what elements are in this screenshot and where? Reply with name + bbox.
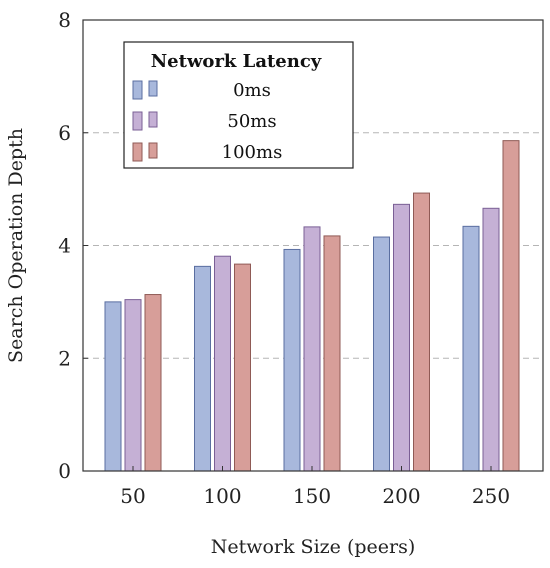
bar-0ms-200 (373, 236, 390, 472)
legend-box (123, 41, 354, 169)
bar-100ms-150 (323, 235, 341, 472)
legend-title: Network Latency (151, 51, 322, 72)
bar-50ms-100 (214, 255, 231, 472)
y-axis-label: Search Operation Depth (5, 128, 27, 363)
y-tick-label: 0 (58, 459, 71, 483)
legend-swatch-0ms (148, 80, 158, 97)
y-tick-label: 2 (58, 346, 71, 370)
bar-100ms-200 (413, 192, 430, 472)
x-tick-label: 150 (293, 484, 331, 508)
bar-50ms-200 (393, 203, 410, 472)
y-tick-label: 8 (58, 8, 71, 32)
bar-100ms-250 (502, 140, 520, 472)
x-tick-label: 250 (472, 484, 510, 508)
x-tick-label: 200 (382, 484, 420, 508)
y-tick-label: 6 (58, 121, 71, 145)
bar-0ms-50 (104, 301, 122, 472)
legend-swatch-0ms (132, 80, 143, 100)
bar-50ms-50 (124, 299, 142, 472)
x-ticks: 50 100 150 200 250 (120, 466, 510, 508)
legend-label-50ms: 50ms (227, 111, 276, 132)
legend-label-0ms: 0ms (233, 80, 271, 101)
legend: Network Latency 0ms 50ms 100ms (123, 41, 354, 169)
bar-0ms-100 (194, 265, 211, 472)
legend-swatch-50ms (132, 111, 143, 131)
legend-label-100ms: 100ms (222, 142, 283, 163)
bar-0ms-150 (283, 248, 301, 472)
x-axis-label: Network Size (peers) (211, 536, 416, 558)
bar-0ms-250 (462, 225, 480, 472)
legend-swatch-50ms (148, 111, 158, 128)
x-tick-label: 100 (203, 484, 241, 508)
bar-50ms-150 (303, 226, 321, 472)
bar-50ms-250 (482, 207, 500, 472)
legend-swatch-100ms (148, 142, 158, 159)
bars (104, 140, 520, 472)
bar-100ms-100 (234, 263, 251, 472)
y-tick-label: 4 (58, 234, 71, 258)
y-ticks: 0 2 4 6 8 (58, 8, 88, 483)
legend-swatch-100ms (132, 142, 143, 162)
legend-items: 0ms 50ms 100ms (132, 80, 283, 163)
x-tick-label: 50 (120, 484, 145, 508)
bar-100ms-50 (144, 294, 162, 472)
